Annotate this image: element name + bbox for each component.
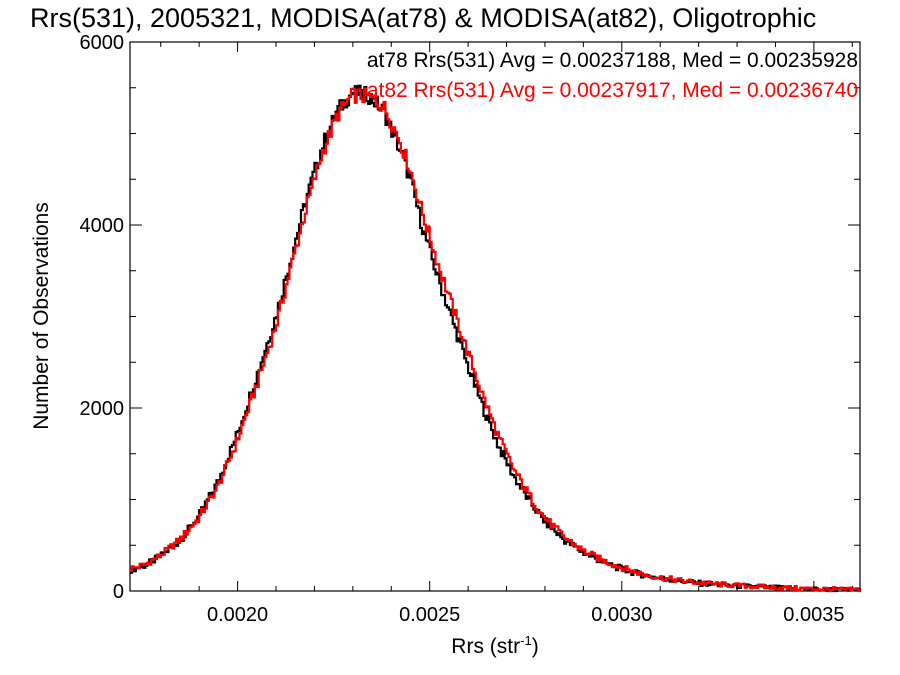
legend-entry-at82: at82 Rrs(531) Avg = 0.00237917, Med = 0.… — [367, 79, 858, 102]
y-axis-label: Number of Observations — [30, 202, 53, 430]
series-line-at78 — [130, 84, 862, 593]
x-axis-label-close: ) — [532, 635, 539, 658]
x-tick-label: 0.0025 — [399, 604, 460, 626]
y-tick-label: 2000 — [80, 398, 125, 420]
series-line-at82 — [130, 87, 862, 593]
y-tick-label: 0 — [113, 581, 124, 603]
x-axis-label-main: Rrs (str — [451, 635, 520, 658]
axis-ticks: 0.0020 0.0025 0.0030 0.0035 0 2000 4000 6000 — [80, 32, 860, 626]
y-tick-label: 4000 — [80, 215, 125, 237]
plot-frame — [129, 41, 861, 592]
x-tick-label: 0.0035 — [783, 604, 844, 626]
x-axis-label-sup: -1 — [520, 633, 532, 648]
legend-entry-at78: at78 Rrs(531) Avg = 0.00237188, Med = 0.… — [367, 49, 858, 72]
chart-title: Rrs(531), 2005321, MODISA(at78) & MODISA… — [30, 3, 816, 33]
y-tick-label: 6000 — [80, 32, 125, 54]
series-layer — [130, 84, 862, 593]
x-axis-label: Rrs (str-1) — [451, 633, 538, 658]
x-tick-label: 0.0030 — [591, 604, 652, 626]
x-tick-label: 0.0020 — [207, 604, 268, 626]
